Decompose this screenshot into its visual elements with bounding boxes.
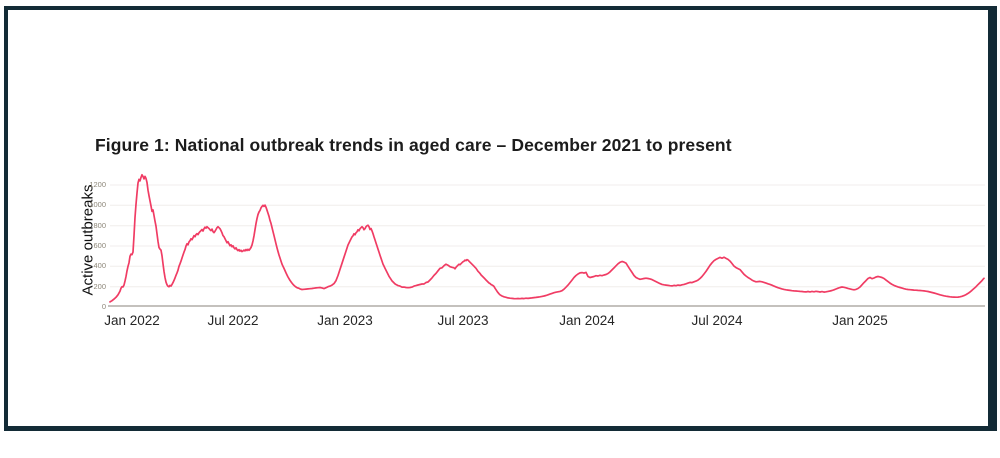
y-tick-label: 0 [101,302,106,311]
x-tick-label: Jan 2025 [832,313,888,328]
x-tick-label: Jul 2024 [691,313,743,328]
figure-title: Figure 1: National outbreak trends in ag… [95,135,732,155]
x-tick-label: Jan 2022 [104,313,160,328]
plot-area [108,172,985,307]
x-tick-label: Jan 2023 [317,313,373,328]
y-tick-label: 400 [93,261,106,271]
y-tick-label: 600 [93,241,106,250]
y-tick-label: 1200 [89,180,106,189]
y-tick-label: 1000 [89,200,106,210]
y-tick-label: 200 [93,281,106,291]
y-tick-label: 800 [93,220,106,230]
x-tick-label: Jul 2022 [207,313,259,328]
x-tick-label: Jan 2024 [559,313,615,328]
line-chart-svg [108,173,985,307]
x-tick-label: Jul 2023 [437,313,489,328]
outbreak-trend-line [109,173,985,303]
